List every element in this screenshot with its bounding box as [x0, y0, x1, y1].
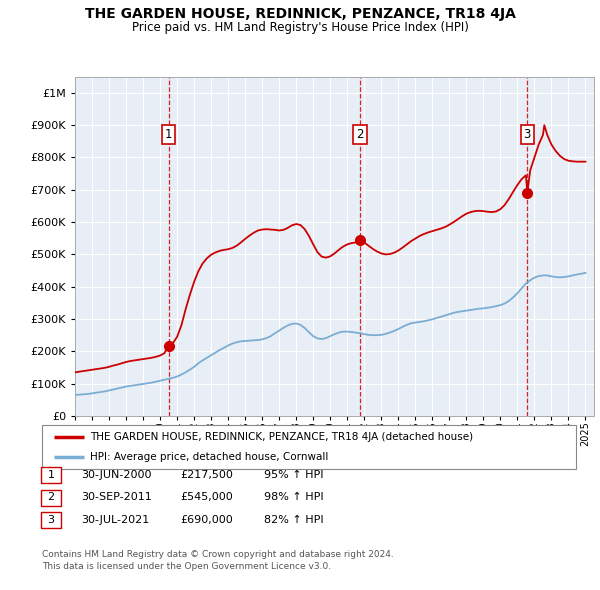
Text: £217,500: £217,500 — [180, 470, 233, 480]
Text: 3: 3 — [524, 129, 531, 142]
Text: 2: 2 — [356, 129, 364, 142]
Text: 98% ↑ HPI: 98% ↑ HPI — [264, 493, 323, 502]
Text: 1: 1 — [47, 470, 55, 480]
Text: Contains HM Land Registry data © Crown copyright and database right 2024.: Contains HM Land Registry data © Crown c… — [42, 550, 394, 559]
Text: 82% ↑ HPI: 82% ↑ HPI — [264, 515, 323, 525]
Text: Price paid vs. HM Land Registry's House Price Index (HPI): Price paid vs. HM Land Registry's House … — [131, 21, 469, 34]
Text: 95% ↑ HPI: 95% ↑ HPI — [264, 470, 323, 480]
Text: 30-JUN-2000: 30-JUN-2000 — [81, 470, 151, 480]
Text: 2: 2 — [47, 493, 55, 502]
Text: £690,000: £690,000 — [180, 515, 233, 525]
Text: £545,000: £545,000 — [180, 493, 233, 502]
Text: THE GARDEN HOUSE, REDINNICK, PENZANCE, TR18 4JA: THE GARDEN HOUSE, REDINNICK, PENZANCE, T… — [85, 7, 515, 21]
Text: HPI: Average price, detached house, Cornwall: HPI: Average price, detached house, Corn… — [90, 452, 328, 461]
Text: 30-JUL-2021: 30-JUL-2021 — [81, 515, 149, 525]
Text: 1: 1 — [165, 129, 172, 142]
Text: 3: 3 — [47, 515, 55, 525]
Text: This data is licensed under the Open Government Licence v3.0.: This data is licensed under the Open Gov… — [42, 562, 331, 571]
Text: 30-SEP-2011: 30-SEP-2011 — [81, 493, 152, 502]
Text: THE GARDEN HOUSE, REDINNICK, PENZANCE, TR18 4JA (detached house): THE GARDEN HOUSE, REDINNICK, PENZANCE, T… — [90, 432, 473, 442]
